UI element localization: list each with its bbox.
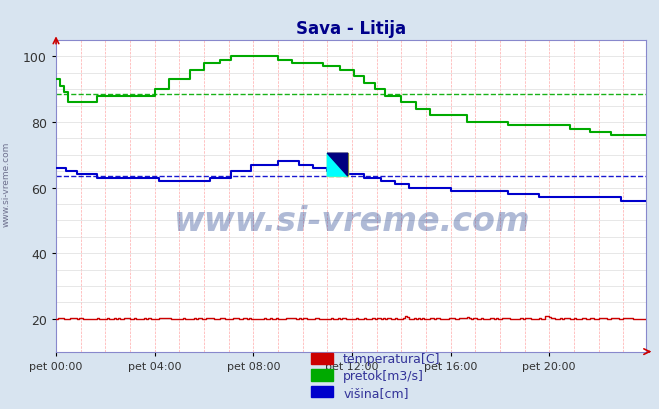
Polygon shape — [328, 154, 348, 177]
Legend: temperatura[C], pretok[m3/s], višina[cm]: temperatura[C], pretok[m3/s], višina[cm] — [307, 349, 444, 403]
Text: www.si-vreme.com: www.si-vreme.com — [173, 205, 529, 238]
Text: www.si-vreme.com: www.si-vreme.com — [2, 142, 11, 227]
Bar — [328, 154, 348, 177]
Title: Sava - Litija: Sava - Litija — [296, 20, 406, 38]
Polygon shape — [328, 154, 348, 177]
